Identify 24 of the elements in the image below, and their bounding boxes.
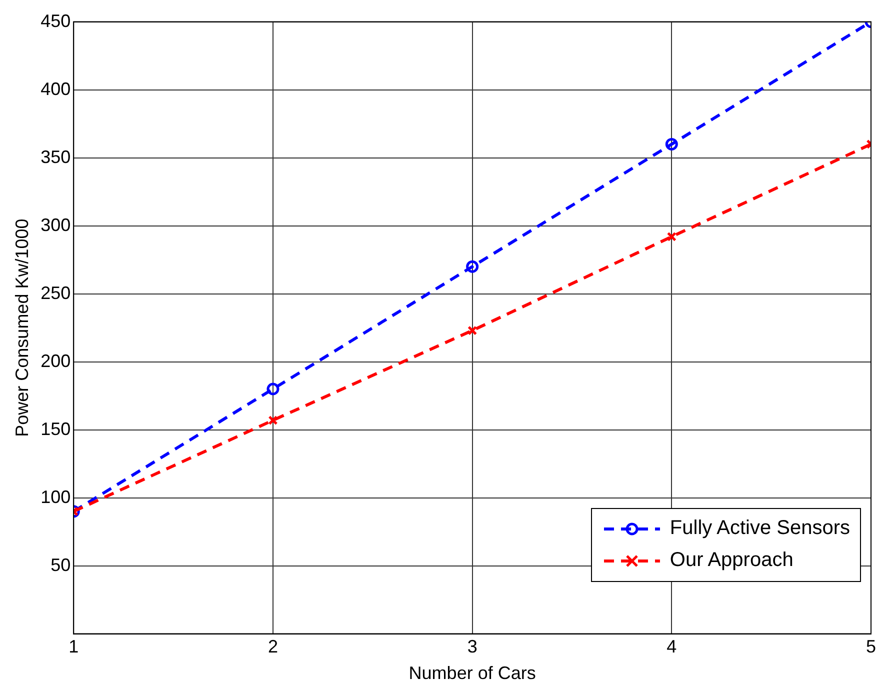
legend-label: Our Approach <box>670 549 794 572</box>
y-tick-label: 450 <box>40 10 71 31</box>
point <box>466 260 479 273</box>
legend-label: Fully Active Sensors <box>670 517 850 540</box>
x-tick-label: 4 <box>666 636 677 657</box>
y-axis-title: Power Consumed Kw/1000 <box>12 218 32 437</box>
y-tick-label: 150 <box>40 418 71 439</box>
point <box>468 326 478 336</box>
y-tick-label: 300 <box>40 214 71 235</box>
x-axis-title: Number of Cars <box>408 663 536 684</box>
x-tick-label: 5 <box>866 636 876 657</box>
x-tick-label: 2 <box>268 636 278 657</box>
point <box>268 415 278 426</box>
y-tick-label: 50 <box>50 554 71 575</box>
x-tick-label: 3 <box>467 636 478 657</box>
point <box>665 138 678 150</box>
point <box>266 382 280 396</box>
y-tick-label: 100 <box>40 486 71 507</box>
y-tick-label: 400 <box>40 78 71 99</box>
x-tick-label: 1 <box>68 636 79 657</box>
y-tick-label: 200 <box>40 350 71 371</box>
y-tick-label: 250 <box>40 282 71 303</box>
y-tick-label: 350 <box>40 146 71 167</box>
point <box>666 232 676 242</box>
